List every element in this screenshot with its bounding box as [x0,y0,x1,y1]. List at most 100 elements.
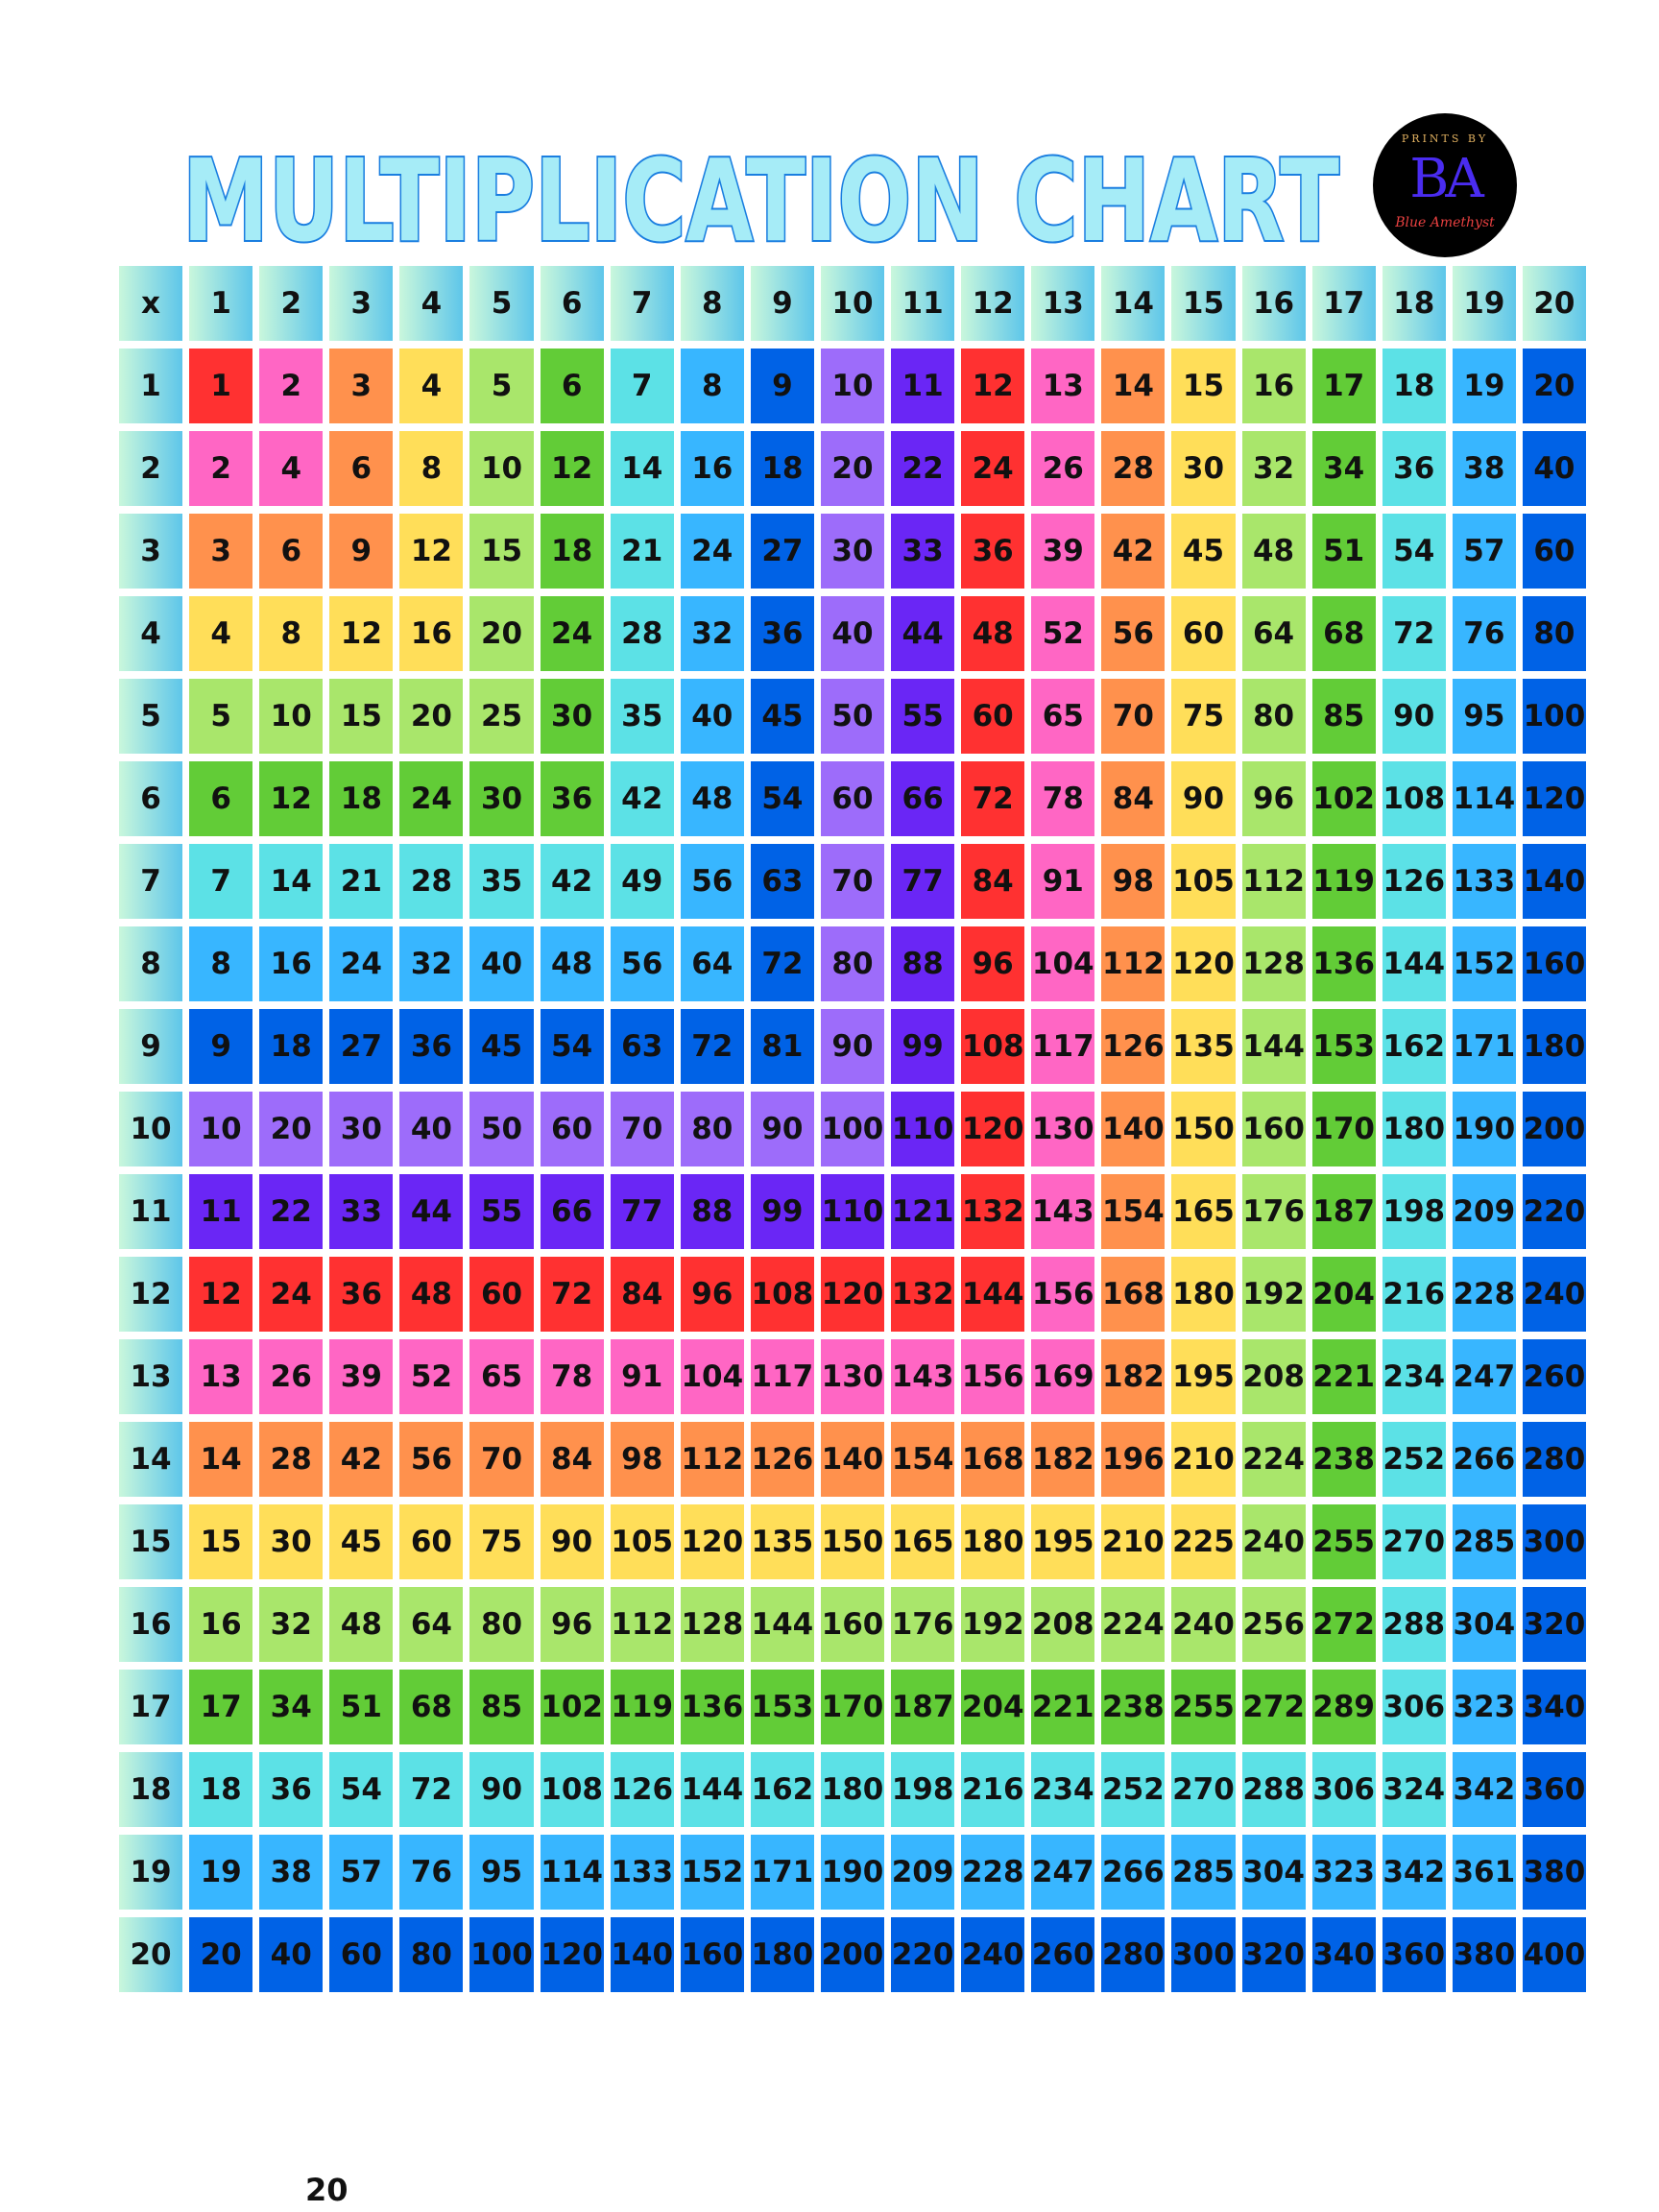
table-cell: 80 [399,1917,464,1992]
table-cell: 45 [329,1504,394,1579]
table-cell: 30 [259,1504,324,1579]
table-cell: 70 [1101,679,1166,754]
table-cell: 32 [680,596,744,671]
table-cell: 21 [610,514,674,589]
table-cell: 22 [891,431,955,506]
table-cell: 8 [259,596,324,671]
table-cell: 52 [399,1339,464,1414]
table-cell: 132 [891,1257,955,1332]
table-cell: 75 [1171,679,1236,754]
table-cell: 91 [610,1339,674,1414]
table-cell: 12 [189,1257,253,1332]
table-cell: 38 [259,1835,324,1910]
table-cell: 168 [1101,1257,1166,1332]
table-cell: 84 [961,844,1025,919]
table-cell: 80 [469,1587,534,1662]
table-cell: 208 [1241,1339,1306,1414]
table-cell: 80 [1522,596,1586,671]
table-cell: 24 [329,926,394,1001]
table-cell: 84 [1101,761,1166,836]
table-cell: 200 [820,1917,885,1992]
table-cell: 135 [750,1504,814,1579]
table-cell: 108 [961,1009,1025,1084]
table-cell: 76 [1452,596,1516,671]
table-cell: 64 [680,926,744,1001]
table-cell: 24 [680,514,744,589]
table-cell: 102 [540,1670,604,1744]
table-cell: 56 [680,844,744,919]
table-cell: 234 [1031,1752,1095,1827]
logo-script-text: Blue Amethyst [1395,215,1495,230]
table-cell: 323 [1311,1835,1376,1910]
table-cell: 16 [189,1587,253,1662]
table-cell: 280 [1101,1917,1166,1992]
table-cell: 6 [189,761,253,836]
row-header: 10 [119,1092,183,1166]
table-cell: 130 [1031,1092,1095,1166]
table-cell: 10 [259,679,324,754]
table-cell: 12 [540,431,604,506]
table-cell: 88 [680,1174,744,1249]
table-cell: 120 [1522,761,1586,836]
table-cell: 90 [1382,679,1446,754]
table-cell: 11 [189,1174,253,1249]
table-cell: 252 [1101,1752,1166,1827]
table-cell: 195 [1171,1339,1236,1414]
table-cell: 120 [820,1257,885,1332]
table-cell: 144 [750,1587,814,1662]
table-cell: 56 [610,926,674,1001]
table-cell: 13 [189,1339,253,1414]
table-cell: 104 [680,1339,744,1414]
table-cell: 70 [820,844,885,919]
table-cell: 63 [610,1009,674,1084]
table-cell: 180 [1522,1009,1586,1084]
brand-logo: PRINTS BY BA Blue Amethyst [1373,113,1517,257]
table-cell: 285 [1171,1835,1236,1910]
table-cell: 171 [750,1835,814,1910]
table-cell: 66 [891,761,955,836]
table-cell: 112 [1101,926,1166,1001]
table-cell: 35 [610,679,674,754]
table-cell: 39 [1031,514,1095,589]
table-cell: 16 [680,431,744,506]
column-header: 16 [1241,266,1306,341]
table-cell: 300 [1522,1504,1586,1579]
table-cell: 190 [820,1835,885,1910]
table-cell: 100 [820,1092,885,1166]
table-cell: 42 [329,1422,394,1497]
table-cell: 247 [1452,1339,1516,1414]
table-cell: 144 [1382,926,1446,1001]
table-cell: 20 [399,679,464,754]
table-cell: 88 [891,926,955,1001]
table-cell: 102 [1311,761,1376,836]
column-header: 4 [399,266,464,341]
table-cell: 40 [399,1092,464,1166]
table-cell: 90 [540,1504,604,1579]
table-cell: 48 [399,1257,464,1332]
table-cell: 90 [820,1009,885,1084]
table-cell: 65 [1031,679,1095,754]
table-cell: 5 [469,349,534,423]
column-header: 2 [259,266,324,341]
table-cell: 68 [399,1670,464,1744]
table-cell: 38 [1452,431,1516,506]
table-cell: 28 [399,844,464,919]
table-cell: 234 [1382,1339,1446,1414]
table-cell: 340 [1311,1917,1376,1992]
table-cell: 36 [1382,431,1446,506]
table-cell: 210 [1171,1422,1236,1497]
table-cell: 280 [1522,1422,1586,1497]
table-cell: 20 [469,596,534,671]
table-cell: 136 [1311,926,1376,1001]
column-header: 8 [680,266,744,341]
table-cell: 136 [680,1670,744,1744]
table-cell: 44 [891,596,955,671]
table-cell: 100 [1522,679,1586,754]
table-cell: 126 [610,1752,674,1827]
table-cell: 30 [1171,431,1236,506]
row-header: 4 [119,596,183,671]
table-cell: 60 [329,1917,394,1992]
table-cell: 4 [399,349,464,423]
row-header: 6 [119,761,183,836]
table-cell: 2 [189,431,253,506]
